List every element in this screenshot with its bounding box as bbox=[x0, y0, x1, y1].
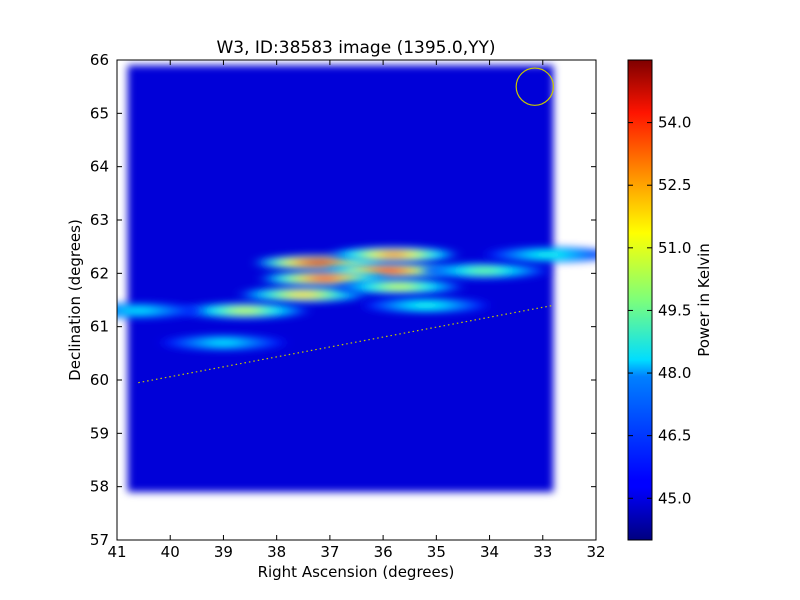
emission-feature bbox=[422, 263, 547, 279]
colorbar-tick-label: 46.5 bbox=[658, 427, 691, 445]
emission-feature bbox=[161, 335, 286, 351]
y-tick-label: 63 bbox=[90, 211, 109, 229]
x-tick-label: 39 bbox=[214, 543, 233, 561]
x-axis-label: Right Ascension (degrees) bbox=[258, 563, 455, 581]
colorbar bbox=[627, 59, 653, 541]
emission-feature bbox=[257, 255, 382, 271]
chart-title: W3, ID:38583 image (1395.0,YY) bbox=[216, 38, 495, 58]
beam-circle bbox=[515, 67, 555, 106]
emission-feature bbox=[241, 287, 366, 303]
galactic-plane-line bbox=[138, 304, 554, 384]
y-tick-label: 65 bbox=[90, 104, 109, 122]
y-tick-label: 57 bbox=[90, 531, 109, 549]
map-area bbox=[117, 60, 596, 540]
x-tick-label: 36 bbox=[374, 543, 393, 561]
colorbar-tick-label: 54.0 bbox=[658, 114, 691, 132]
emission-feature bbox=[117, 303, 201, 319]
emission-feature bbox=[182, 303, 307, 319]
axes-frame bbox=[116, 59, 597, 541]
y-axis-label: Declination (degrees) bbox=[66, 219, 84, 381]
x-tick-label: 38 bbox=[267, 543, 286, 561]
y-tick-label: 61 bbox=[90, 318, 109, 336]
emission-feature bbox=[331, 247, 456, 263]
y-tick-label: 66 bbox=[90, 51, 109, 69]
colorbar-tick-label: 45.0 bbox=[658, 489, 691, 507]
emission-feature bbox=[363, 297, 488, 313]
colorbar-label: Power in Kelvin bbox=[695, 243, 713, 357]
y-tick-label: 59 bbox=[90, 424, 109, 442]
x-tick-label: 35 bbox=[427, 543, 446, 561]
colorbar-tick-label: 49.5 bbox=[658, 301, 691, 319]
y-tick-label: 62 bbox=[90, 264, 109, 282]
x-tick-label: 41 bbox=[107, 543, 126, 561]
emission-feature bbox=[486, 247, 596, 263]
x-tick-label: 33 bbox=[533, 543, 552, 561]
colorbar-tick-label: 48.0 bbox=[658, 364, 691, 382]
colorbar-tick-label: 52.5 bbox=[658, 176, 691, 194]
emission-features bbox=[117, 247, 596, 351]
emission-feature bbox=[337, 279, 462, 295]
y-tick-label: 60 bbox=[90, 371, 109, 389]
x-axis-ticks: 41 40 39 38 37 36 35 34 33 32 bbox=[107, 60, 606, 561]
x-tick-label: 37 bbox=[320, 543, 339, 561]
colorbar-ticks: 45.0 46.5 48.0 49.5 51.0 52.5 54.0 bbox=[628, 114, 691, 507]
colorbar-tick-label: 51.0 bbox=[658, 239, 691, 257]
x-tick-label: 34 bbox=[480, 543, 499, 561]
x-tick-label: 40 bbox=[161, 543, 180, 561]
x-tick-label: 32 bbox=[586, 543, 605, 561]
y-tick-label: 64 bbox=[90, 158, 109, 176]
y-tick-label: 58 bbox=[90, 478, 109, 496]
y-axis-ticks: 57 58 59 60 61 62 63 64 65 66 bbox=[90, 51, 596, 549]
